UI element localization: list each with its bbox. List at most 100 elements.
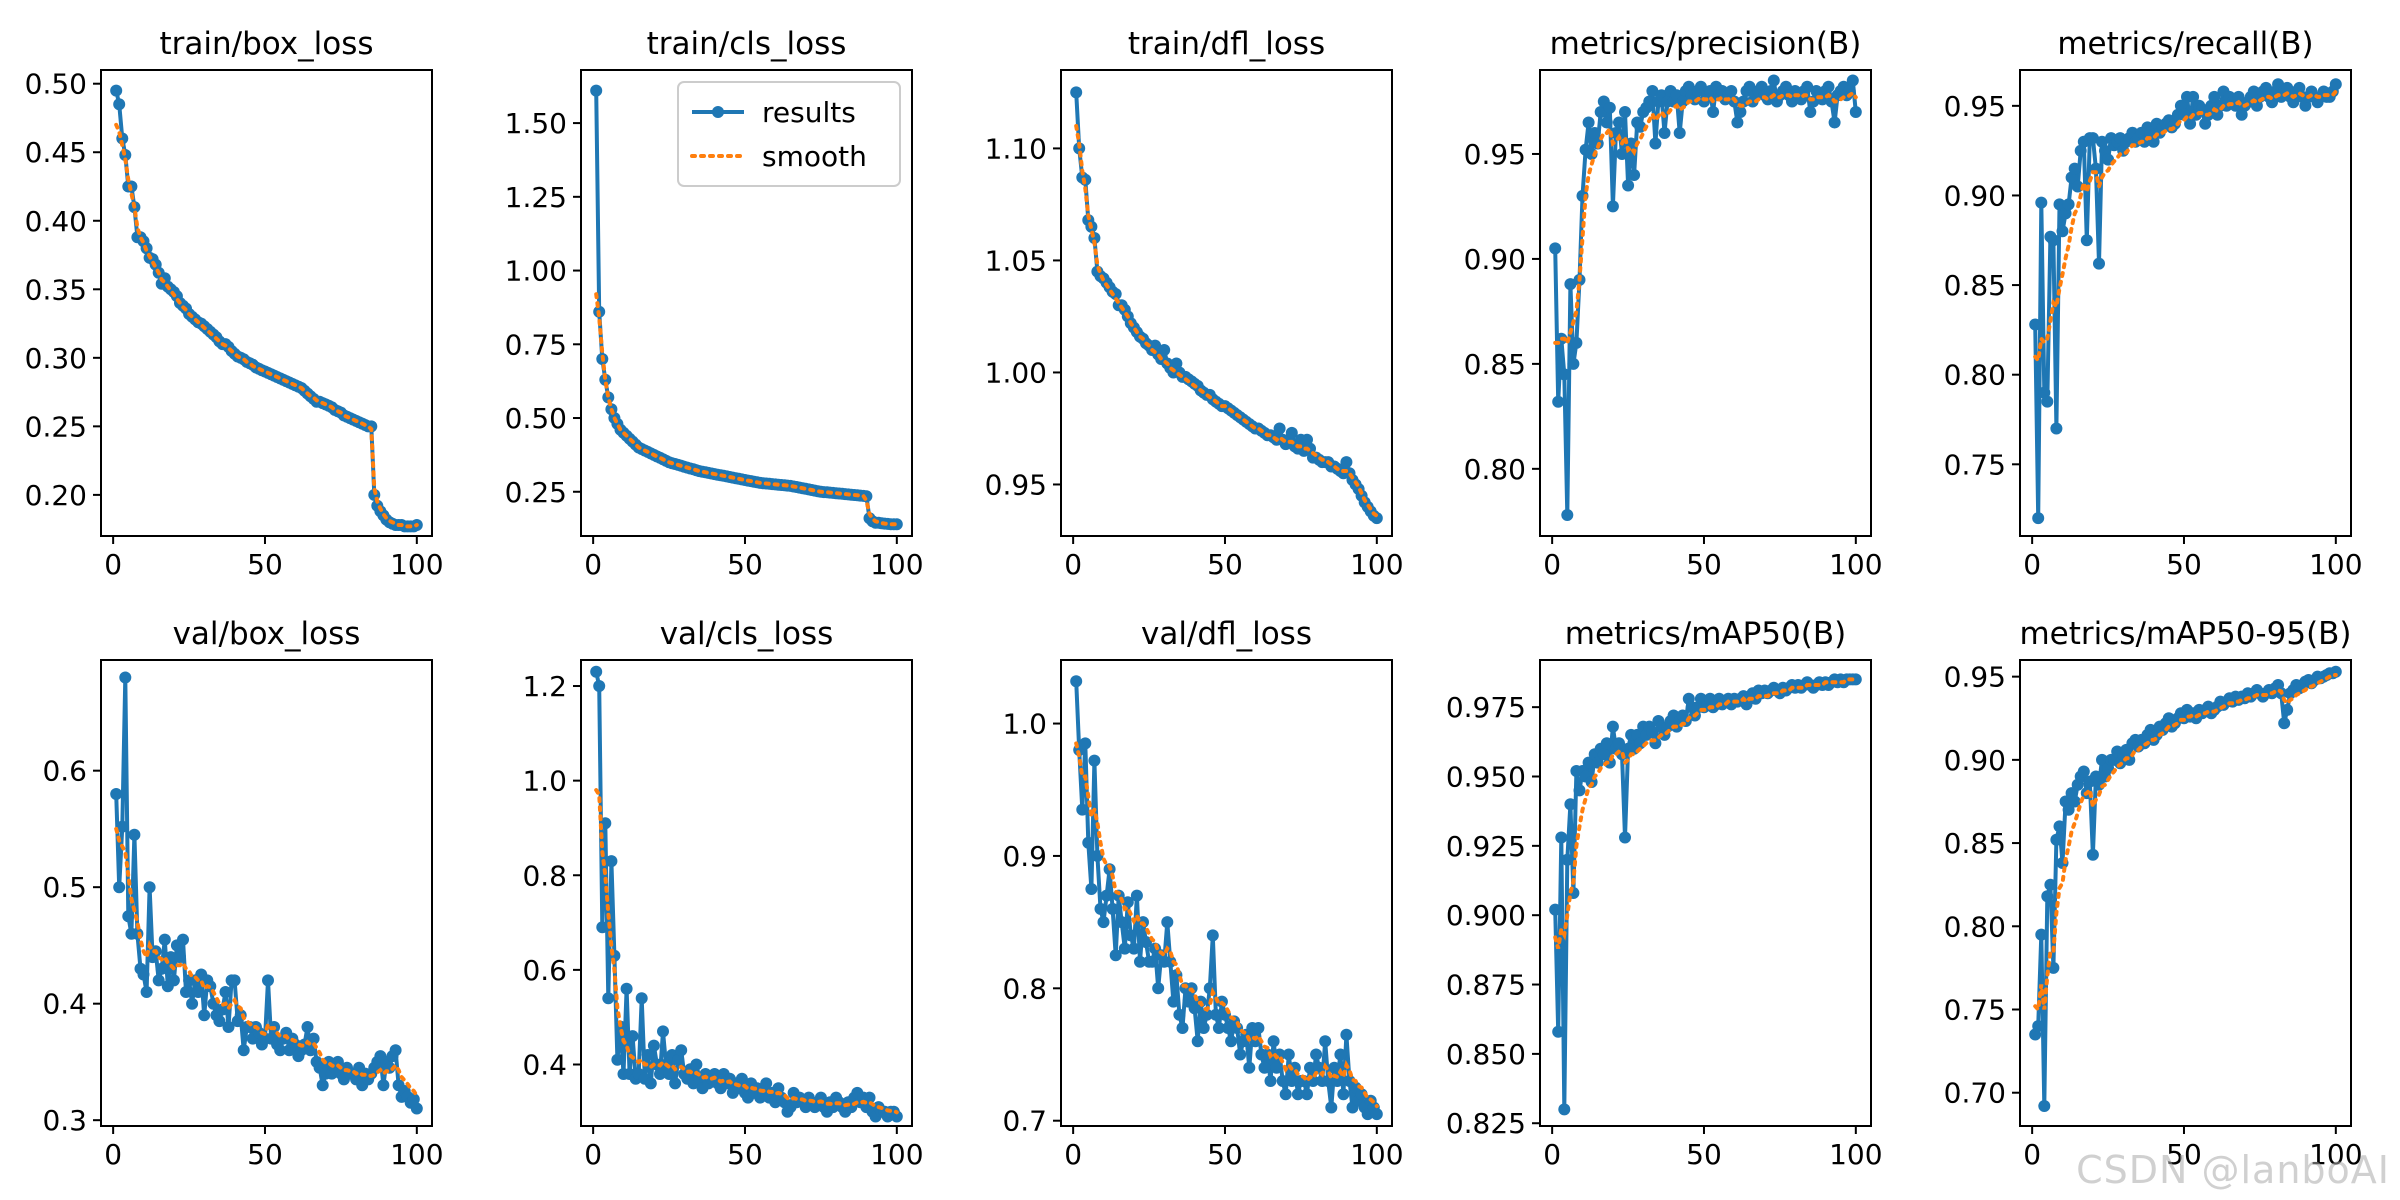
subplot-title: val/dfl_loss <box>1141 616 1312 652</box>
results-point <box>590 84 603 97</box>
results-point <box>377 1079 390 1092</box>
results-point <box>2093 257 2105 270</box>
results-point <box>1591 756 1604 769</box>
x-tick-label: 0 <box>2023 548 2041 581</box>
results-point <box>644 1077 657 1090</box>
axes-frame <box>1539 69 1872 537</box>
results-point <box>1628 169 1641 181</box>
x-tick-label: 0 <box>1064 548 1082 581</box>
results-point <box>2281 703 2294 716</box>
results-point <box>1191 1035 1204 1048</box>
y-tick-label: 0.80 <box>1944 910 2006 943</box>
results-point <box>1619 831 1631 844</box>
results-point <box>186 997 199 1010</box>
results-point <box>650 1058 663 1071</box>
results-point <box>158 933 171 946</box>
results-point <box>228 974 241 987</box>
results-point <box>672 1053 685 1066</box>
results-point <box>1209 1008 1222 1021</box>
results-point <box>2086 132 2099 145</box>
results-point <box>116 820 129 833</box>
results-point <box>2053 198 2066 211</box>
results-point <box>407 1093 420 1106</box>
results-point <box>1070 675 1083 688</box>
results-point <box>675 1044 688 1057</box>
results-point <box>1085 883 1098 895</box>
y-tick-label: 0.50 <box>505 402 567 435</box>
x-tick-label: 0 <box>2023 1138 2041 1171</box>
results-point <box>1561 509 1574 521</box>
results-point <box>654 1068 666 1080</box>
results-point <box>1328 1061 1341 1074</box>
results-point <box>1088 754 1101 767</box>
y-tick-label: 1.0 <box>1002 708 1047 741</box>
results-line <box>114 90 418 529</box>
results-point <box>657 1025 669 1038</box>
legend-smooth-label: smooth <box>762 140 867 173</box>
results-point <box>605 855 618 868</box>
results-point <box>1234 1048 1247 1061</box>
y-tick-label: 0.80 <box>1464 453 1526 486</box>
y-tick-label: 0.900 <box>1446 899 1526 932</box>
results-point <box>2068 162 2081 175</box>
results-point <box>772 1082 785 1095</box>
results-point <box>1076 803 1089 816</box>
y-tick-label: 0.925 <box>1446 830 1526 863</box>
results-point <box>626 1030 639 1043</box>
results-point <box>2278 717 2291 730</box>
y-tick-label: 0.8 <box>522 859 567 892</box>
results-point <box>2086 848 2099 861</box>
results-point <box>1600 116 1613 129</box>
results-point <box>1161 916 1174 929</box>
results-point <box>1767 74 1780 87</box>
y-tick-label: 0.5 <box>42 871 87 904</box>
x-tick-label: 50 <box>1207 1138 1243 1171</box>
results-point <box>1646 85 1659 97</box>
results-point <box>1206 929 1219 942</box>
results-point <box>1676 95 1689 108</box>
y-tick-label: 0.25 <box>505 476 567 509</box>
x-tick-label: 50 <box>727 1138 763 1171</box>
results-point <box>1197 1022 1210 1034</box>
results-point <box>1273 422 1286 435</box>
results-point <box>113 881 126 894</box>
results-point <box>122 910 135 923</box>
results-point <box>647 1039 660 1052</box>
results-point <box>620 982 633 995</box>
y-tick-label: 0.850 <box>1446 1038 1526 1071</box>
x-tick-label: 50 <box>247 548 283 581</box>
results-point <box>1619 106 1631 118</box>
results-point <box>1079 737 1092 750</box>
x-tick-label: 0 <box>1064 1138 1082 1171</box>
subplot-title: metrics/mAP50(B) <box>1565 616 1846 652</box>
results-point <box>331 1055 344 1068</box>
subplot-title: train/dfl_loss <box>1128 26 1325 62</box>
results-point <box>593 680 606 692</box>
results-point <box>1588 127 1601 139</box>
x-tick-label: 100 <box>870 548 923 581</box>
y-tick-label: 0.7 <box>1002 1105 1047 1138</box>
results-point <box>304 1044 317 1057</box>
results-point <box>1164 955 1177 968</box>
results-point <box>316 1079 329 1092</box>
results-point <box>119 671 132 684</box>
results-point <box>2068 795 2081 808</box>
y-tick-label: 0.75 <box>1944 448 2006 481</box>
results-point <box>1555 831 1568 844</box>
x-tick-label: 100 <box>390 1138 443 1171</box>
results-point <box>1603 101 1616 114</box>
results-point <box>1707 106 1720 118</box>
y-tick-label: 0.40 <box>25 205 87 238</box>
x-tick-label: 50 <box>2166 548 2202 581</box>
results-point <box>1622 179 1635 192</box>
legend: results smooth <box>677 81 901 187</box>
results-line <box>594 671 899 1119</box>
plot-area <box>1549 673 1862 1116</box>
results-point <box>1070 86 1083 99</box>
results-point <box>1549 242 1562 255</box>
legend-box <box>677 81 901 187</box>
results-point <box>2096 753 2108 766</box>
results-point <box>1694 80 1707 93</box>
x-tick-label: 100 <box>2309 1138 2362 1171</box>
